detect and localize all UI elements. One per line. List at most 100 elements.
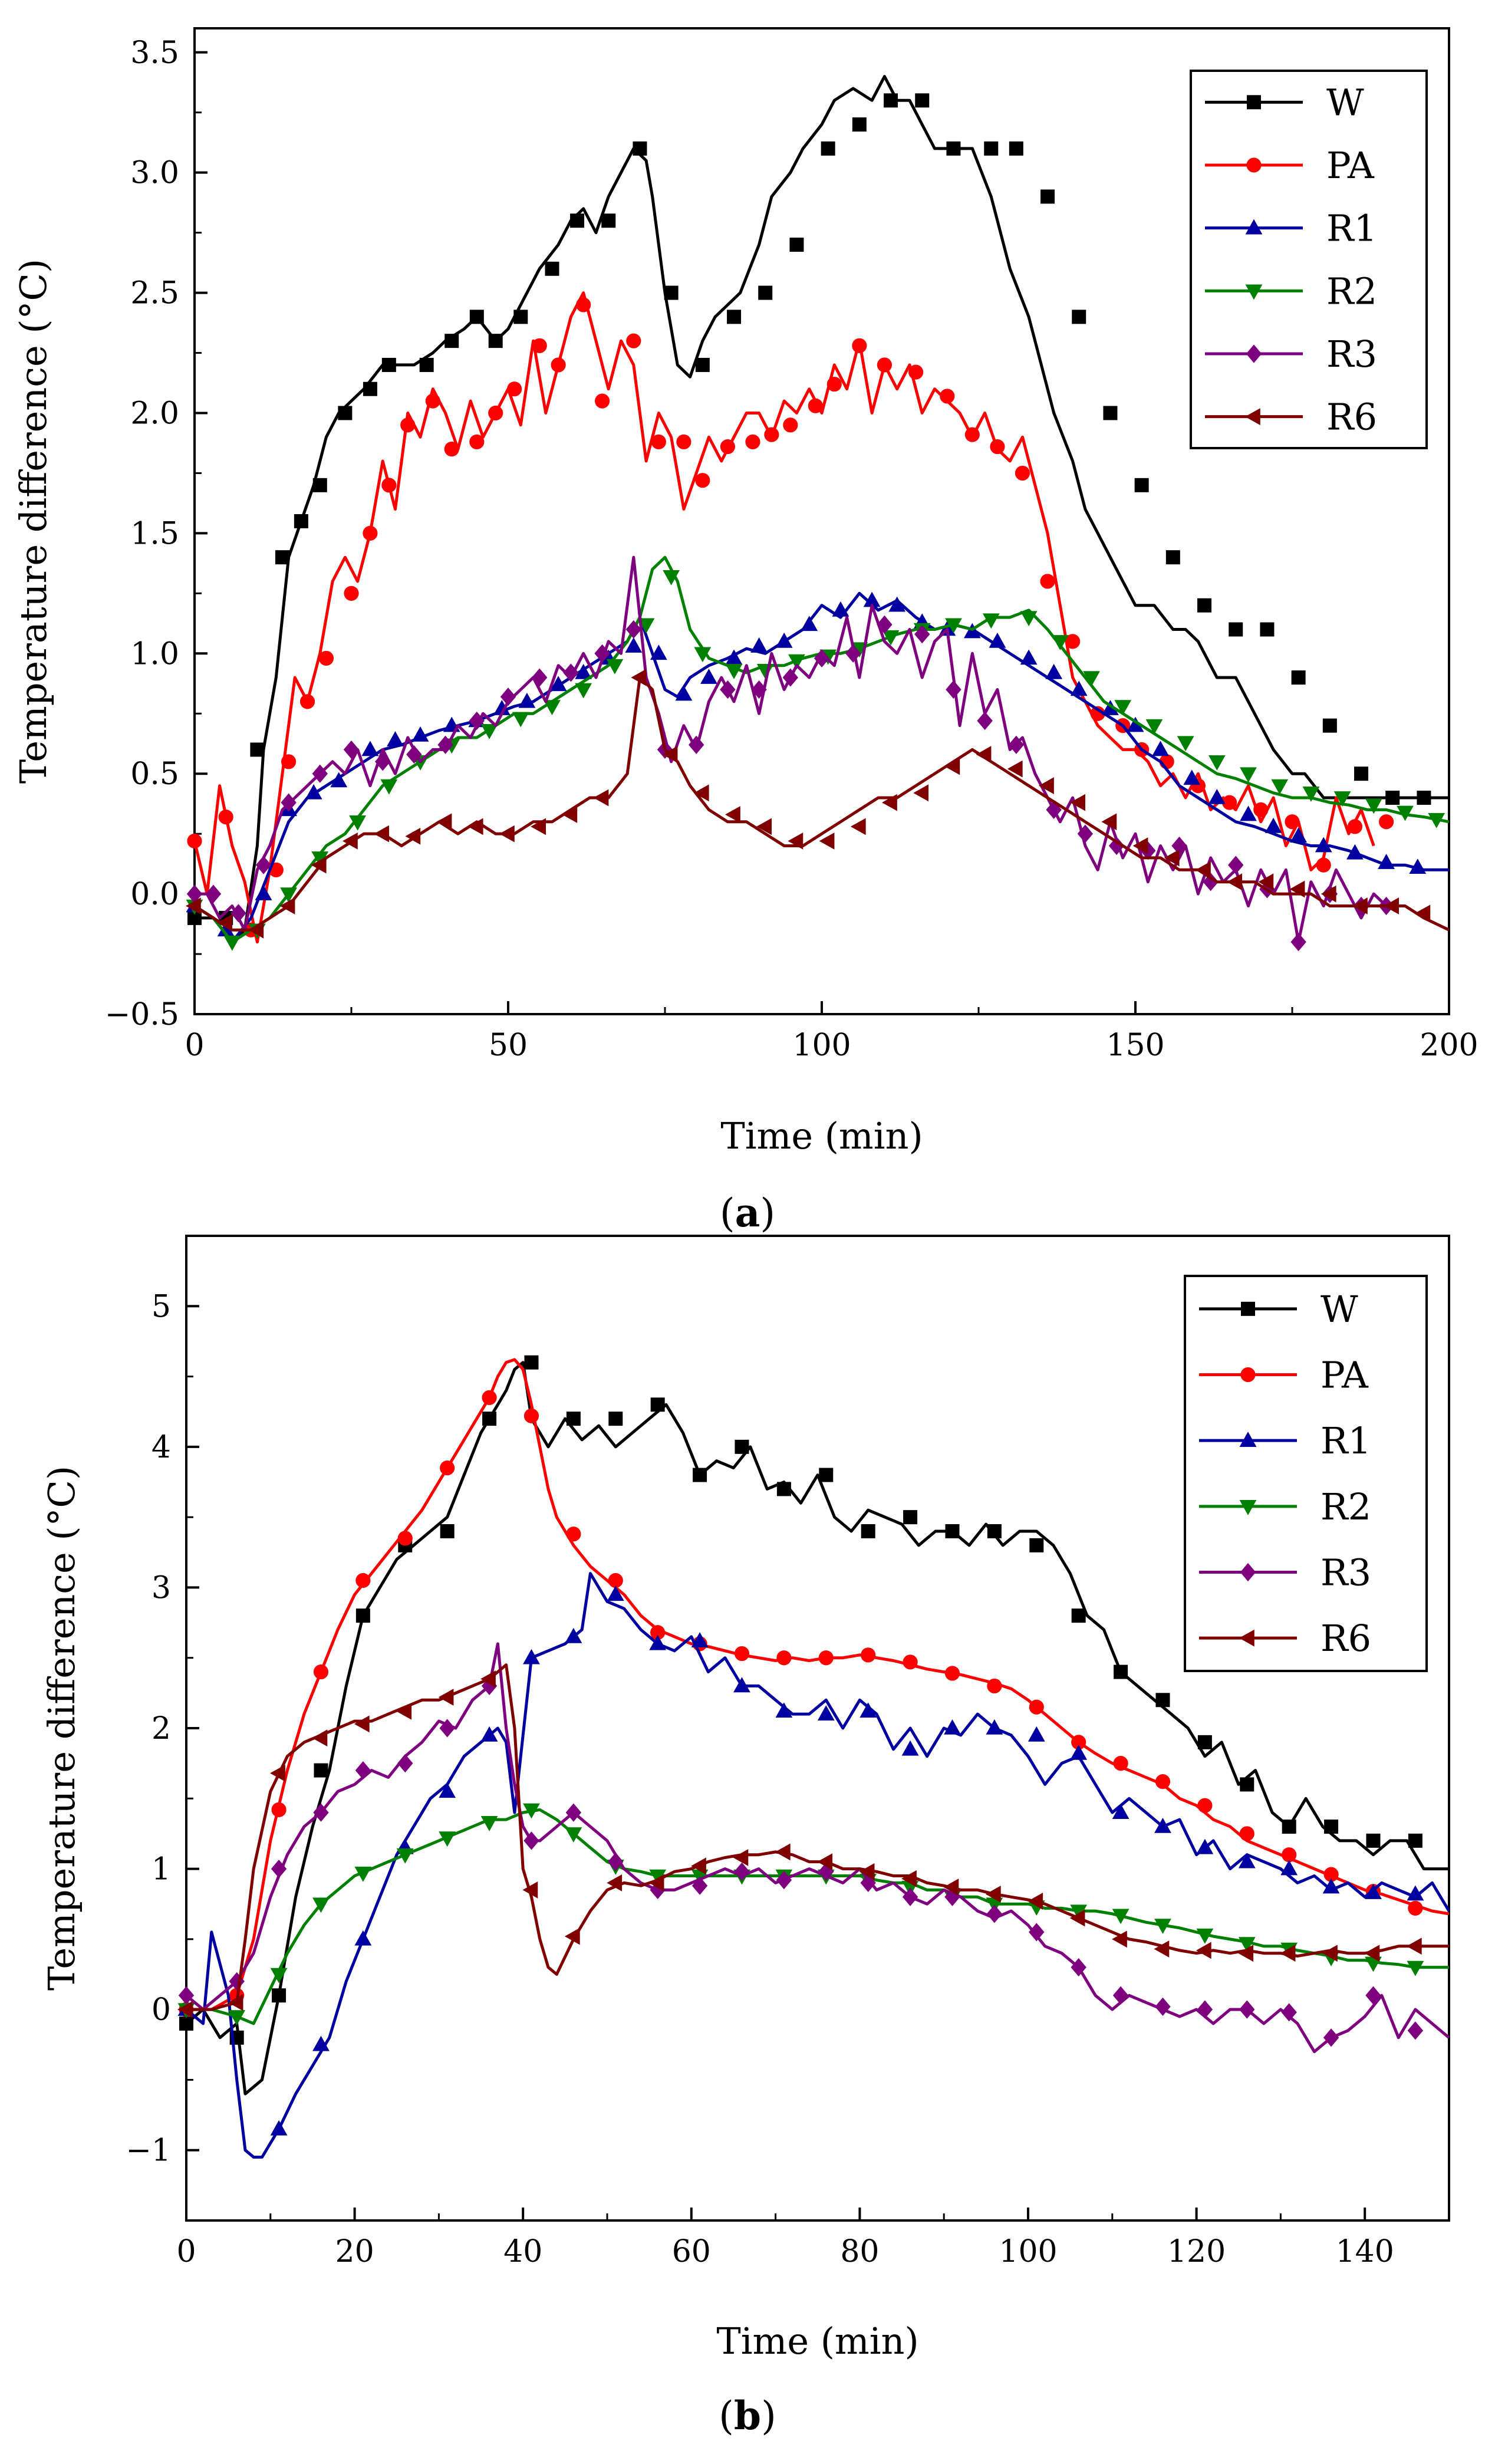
data-point-w [776, 1482, 791, 1496]
data-point-r1 [305, 784, 322, 800]
data-point-r2 [1114, 700, 1132, 716]
y-tick-label: 3.5 [130, 35, 179, 71]
data-point-r3 [751, 680, 767, 699]
data-point-r2 [1271, 779, 1289, 795]
y-tick-label: 2 [152, 1711, 171, 1746]
legend-item-r3: R3 [1205, 333, 1377, 376]
panel-a: 0 50 100 150 200 −0.5 0.0 0.5 1.0 1.5 2.0 2.5 3.0 3.5… [12, 27, 1478, 1236]
data-point-pa [566, 1527, 581, 1542]
data-point-pa [551, 357, 566, 373]
y-tick-label: 5 [152, 1289, 171, 1324]
data-point-r1 [1102, 700, 1119, 715]
data-point-w [1282, 1820, 1296, 1834]
data-point-w [1229, 622, 1243, 637]
data-point-r6 [775, 1843, 791, 1861]
data-point-r3 [563, 663, 579, 682]
data-point-w [1322, 718, 1337, 733]
data-point-r2 [882, 630, 900, 646]
x-axis-title-a: Time (min) [720, 1114, 923, 1157]
data-point-w [664, 285, 679, 300]
x-tick-label: 120 [1167, 2234, 1226, 2269]
data-point-r2 [1302, 787, 1320, 802]
data-point-r6 [1112, 1930, 1127, 1948]
series-r2 [186, 555, 1450, 951]
data-point-r1 [330, 772, 348, 788]
x-tick-label: 50 [489, 1028, 528, 1063]
data-point-pa [852, 338, 867, 353]
data-point-r2 [1051, 635, 1069, 650]
data-point-r6 [1406, 1937, 1422, 1955]
data-point-w [1155, 1693, 1170, 1708]
data-point-r2 [694, 647, 712, 663]
series-r1 [186, 591, 1449, 944]
data-point-r1 [725, 649, 743, 665]
series-group-a [186, 75, 1450, 952]
data-point-r6 [374, 825, 389, 843]
data-point-r6 [1196, 1942, 1211, 1959]
data-point-w [1071, 1608, 1086, 1623]
data-point-pa [734, 1646, 750, 1662]
data-point-w [1009, 141, 1023, 156]
data-point-pa [313, 1664, 329, 1680]
data-point-w [524, 1355, 539, 1370]
legend-marker [1245, 284, 1263, 300]
x-tick-label: 200 [1420, 1028, 1478, 1063]
data-point-r1 [986, 1719, 1003, 1735]
data-point-pa [1347, 819, 1362, 834]
data-point-r1 [1020, 649, 1038, 665]
data-point-r3 [986, 1904, 1003, 1923]
data-point-r3 [406, 745, 422, 764]
panel-b: 0 20 40 60 80 100 120 140 −1 0 1 2 3 4 5 Time (min) Te… [40, 1235, 1451, 2439]
data-point-pa [1408, 1900, 1423, 1916]
y-tick-label: 0 [152, 1992, 171, 2028]
data-point-r6 [562, 806, 578, 823]
data-point-r2 [523, 1803, 540, 1819]
data-point-r1 [860, 1702, 877, 1718]
data-point-r6 [531, 818, 546, 835]
legend-marker [1247, 95, 1261, 110]
data-point-r2 [606, 659, 624, 675]
data-point-r2 [1397, 805, 1414, 821]
data-point-r6 [1227, 873, 1243, 891]
data-point-r1 [775, 1702, 793, 1718]
data-point-w [1197, 1735, 1212, 1749]
data-point-r3 [720, 680, 736, 699]
data-point-pa [1239, 1826, 1254, 1841]
legend-item-r2: R2 [1205, 269, 1377, 312]
data-point-r6 [913, 784, 929, 802]
data-point-r1 [439, 1782, 456, 1798]
legend-label: PA [1321, 1354, 1369, 1397]
data-point-r3 [565, 1803, 582, 1822]
data-point-w [650, 1397, 665, 1412]
data-point-pa [440, 1460, 455, 1476]
data-point-pa [187, 833, 202, 848]
data-point-pa [381, 478, 397, 493]
data-point-r6 [819, 832, 835, 850]
data-point-r2 [349, 815, 367, 831]
axes-a: 0 50 100 150 200 −0.5 0.0 0.5 1.0 1.5 2.0 2.5 3.0 3.5 [105, 35, 1478, 1063]
data-point-w [1291, 670, 1306, 685]
data-point-r1 [863, 591, 881, 607]
x-tick-label: 0 [176, 2234, 196, 2269]
data-point-r6 [311, 856, 327, 874]
data-point-pa [1316, 857, 1331, 873]
data-point-pa [482, 1390, 497, 1405]
data-point-r1 [1280, 1860, 1298, 1876]
y-tick-label: 0.0 [130, 877, 179, 912]
panel-label-a: (a) [720, 1190, 775, 1236]
data-point-w [861, 1524, 875, 1538]
data-point-w [1197, 598, 1212, 613]
data-point-w [488, 334, 503, 348]
data-point-pa [745, 434, 760, 450]
data-point-r3 [1029, 1923, 1045, 1942]
data-point-r2 [270, 1968, 288, 1983]
data-point-w [1324, 1820, 1339, 1834]
legend-label: R2 [1321, 1485, 1371, 1528]
data-point-r1 [1045, 663, 1063, 679]
y-tick-label: 2.5 [130, 276, 179, 311]
data-point-r1 [518, 692, 536, 708]
data-point-r6 [480, 1670, 496, 1687]
data-point-r2 [228, 2010, 246, 2026]
data-point-r3 [281, 793, 297, 812]
data-point-pa [1282, 1847, 1297, 1863]
